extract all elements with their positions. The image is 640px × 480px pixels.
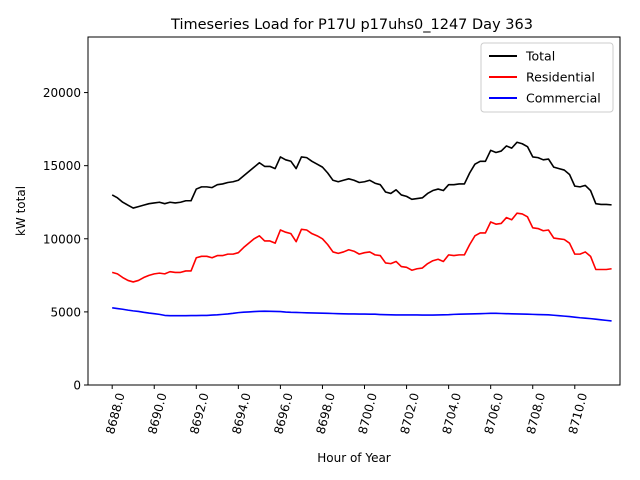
legend-label-residential: Residential — [526, 70, 595, 85]
legend-label-total: Total — [525, 49, 555, 64]
series-line-commercial — [112, 307, 612, 322]
series-line-residential — [111, 212, 612, 283]
y-tick-label: 0 — [73, 379, 81, 393]
x-axis-label: Hour of Year — [317, 451, 391, 465]
chart-title: Timeseries Load for P17U p17uhs0_1247 Da… — [170, 17, 533, 33]
y-tick-label: 5000 — [50, 305, 81, 319]
y-tick-label: 10000 — [43, 232, 81, 246]
series-layer — [111, 141, 612, 322]
plot-frame — [87, 36, 621, 386]
y-axis-label: kW total — [14, 186, 28, 236]
legend-box — [480, 42, 614, 113]
series-line-total — [111, 141, 612, 209]
y-tick-label: 20000 — [43, 86, 81, 100]
legend: Total Residential Commercial — [480, 42, 614, 113]
y-tick-label: 15000 — [43, 159, 81, 173]
legend-label-commercial: Commercial — [526, 91, 601, 106]
